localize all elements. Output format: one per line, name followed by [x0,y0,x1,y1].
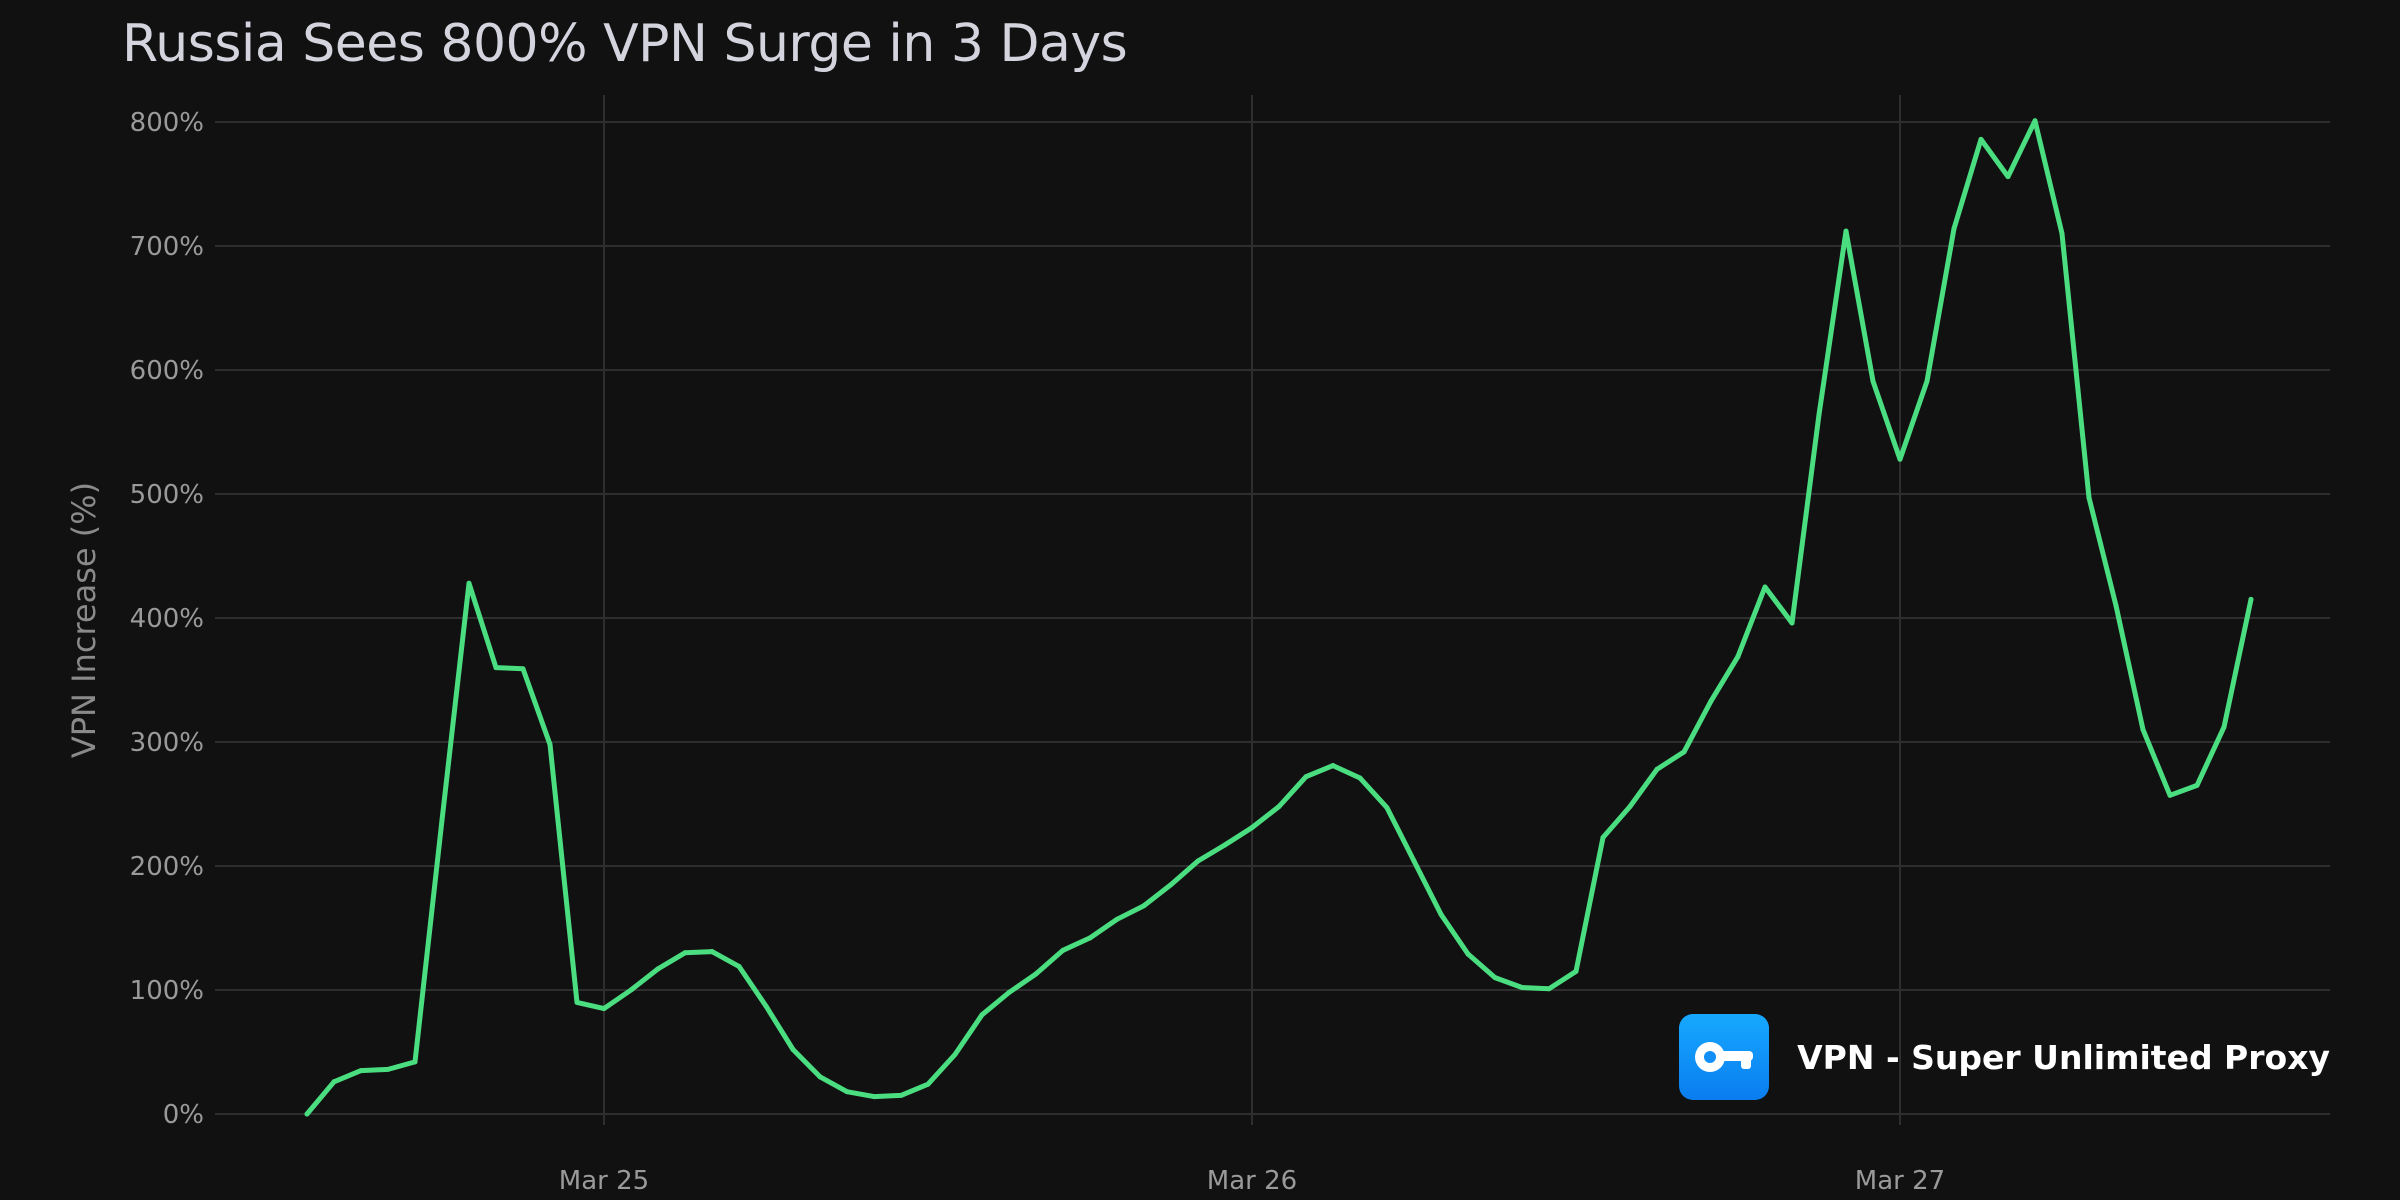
data-point [1708,698,1714,704]
y-axis-ticks: 0% 100% 200% 300% 400% 500% 600% 700% 800% [130,108,204,1130]
app-name: VPN - Super Unlimited Proxy [1797,1037,2330,1077]
data-point [1789,620,1795,626]
data-point [1546,986,1552,992]
y-axis-label: VPN Increase (%) [65,482,103,758]
data-point [466,580,472,586]
data-point [412,1059,418,1065]
data-point [1870,378,1876,384]
data-point [1411,858,1417,864]
data-point [304,1111,310,1117]
data-point [1654,766,1660,772]
y-tick-label: 800% [130,108,204,138]
data-point [1735,653,1741,659]
data-point [1357,775,1363,781]
y-tick-label: 0% [163,1100,204,1130]
data-point [1762,584,1768,590]
data-point [2140,727,2146,733]
data-point [2059,231,2065,237]
data-point [817,1074,823,1080]
data-point [574,999,580,1005]
data-point [709,949,715,955]
app-watermark: VPN - Super Unlimited Proxy [1679,1014,2330,1100]
data-point [925,1081,931,1087]
data-point [1006,989,1012,995]
data-point [1222,842,1228,848]
data-point [1141,903,1147,909]
data-point [493,665,499,671]
data-point [1087,935,1093,941]
data-point [1168,882,1174,888]
data-point [1276,803,1282,809]
data-point [2032,118,2038,124]
data-point [358,1068,364,1074]
y-tick-label: 700% [130,232,204,262]
data-point [1951,226,1957,232]
key-icon [1695,1042,1754,1072]
data-point [2113,603,2119,609]
data-point [547,741,553,747]
data-point [2086,495,2092,501]
data-point [2167,792,2173,798]
data-point [1519,985,1525,991]
y-tick-label: 600% [130,356,204,386]
data-point [1897,456,1903,462]
data-point [520,666,526,672]
data-point [2194,782,2200,788]
data-point [655,966,661,972]
data-point [1249,825,1255,831]
y-tick-label: 500% [130,480,204,510]
data-point [1303,774,1309,780]
x-tick-label: Mar 25 [559,1166,649,1196]
x-axis-ticks: Mar 25 Mar 26 Mar 27 [559,1166,1945,1196]
data-point [2248,596,2254,602]
data-point [1492,975,1498,981]
data-point [979,1012,985,1018]
data-point [844,1089,850,1095]
data-point [1627,803,1633,809]
data-point [2005,174,2011,180]
data-point [952,1051,958,1057]
grid-lines [215,95,2330,1125]
series-points [304,118,2254,1117]
data-point [1195,858,1201,864]
data-point [628,987,634,993]
data-point [1033,971,1039,977]
data-point [1843,228,1849,234]
data-point [1465,951,1471,957]
data-point [1114,916,1120,922]
y-tick-label: 300% [130,728,204,758]
data-point [1060,947,1066,953]
data-point [736,963,742,969]
x-tick-label: Mar 27 [1855,1166,1945,1196]
data-point [1816,412,1822,418]
data-point [1600,834,1606,840]
y-tick-label: 400% [130,604,204,634]
data-point [1384,805,1390,811]
data-point [1330,763,1336,769]
x-tick-label: Mar 26 [1207,1166,1297,1196]
app-logo [1679,1014,1770,1100]
data-point [763,1003,769,1009]
data-point [1978,136,1984,142]
data-point [1438,911,1444,917]
data-point [439,817,445,823]
data-point [1573,968,1579,974]
data-point [1681,749,1687,755]
data-point [682,950,688,956]
data-point [871,1094,877,1100]
y-tick-label: 100% [130,976,204,1006]
data-point [2221,724,2227,730]
data-point [1924,378,1930,384]
data-point [331,1079,337,1085]
y-tick-label: 200% [130,852,204,882]
chart-title: Russia Sees 800% VPN Surge in 3 Days [122,14,1128,74]
data-point [790,1047,796,1053]
data-point [898,1092,904,1098]
data-point [385,1066,391,1072]
data-point [601,1006,607,1012]
